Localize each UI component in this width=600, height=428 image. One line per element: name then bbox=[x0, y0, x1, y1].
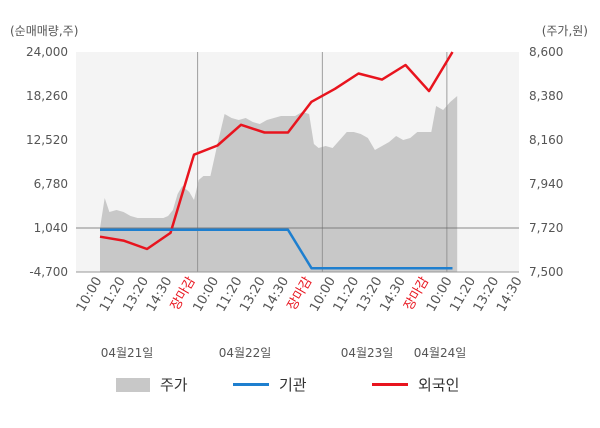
y-right-tick-label: 7,720 bbox=[529, 221, 563, 235]
y-right-tick-label: 7,500 bbox=[529, 265, 563, 279]
date-label: 04월23일 bbox=[341, 346, 394, 360]
legend-label-price: 주가 bbox=[160, 376, 188, 394]
y-left-tick-label: 18,260 bbox=[26, 89, 68, 103]
y-right-tick-label: 8,600 bbox=[529, 45, 563, 59]
institution-line bbox=[100, 228, 453, 270]
left-axis-unit: (순매매량,주) bbox=[10, 24, 79, 38]
y-right-tick-label: 7,940 bbox=[529, 177, 563, 191]
date-label: 04월21일 bbox=[101, 346, 154, 360]
y-left-tick-label: 6,780 bbox=[34, 177, 68, 191]
trading-chart: 24,000 18,260 12,520 6,780 1,040 -4,700 8,600 8… bbox=[26, 45, 563, 360]
y-left-tick-label: 1,040 bbox=[34, 221, 68, 235]
y-left-tick-label: 12,520 bbox=[26, 133, 68, 147]
legend-item-institution: 기관 bbox=[233, 374, 307, 395]
legend-swatch-price bbox=[116, 377, 150, 392]
legend-label-institution: 기관 bbox=[279, 376, 307, 394]
date-label: 04월22일 bbox=[219, 346, 272, 360]
foreign-line bbox=[99, 51, 454, 251]
right-axis-unit: (주가,원) bbox=[541, 24, 588, 38]
y-right-tick-label: 8,380 bbox=[529, 89, 563, 103]
legend-swatch-foreign bbox=[372, 383, 408, 386]
legend-item-foreign: 외국인 bbox=[372, 374, 459, 395]
y-left-tick-label: 24,000 bbox=[26, 45, 68, 59]
date-label: 04월24일 bbox=[414, 346, 467, 360]
legend-item-price: 주가 bbox=[116, 374, 188, 395]
legend-label-foreign: 외국인 bbox=[418, 376, 460, 394]
legend-swatch-institution bbox=[233, 383, 269, 386]
y-left-tick-label: -4,700 bbox=[29, 265, 68, 279]
legend: 주가 기관 외국인 bbox=[0, 374, 600, 398]
y-right-tick-label: 8,160 bbox=[529, 133, 563, 147]
